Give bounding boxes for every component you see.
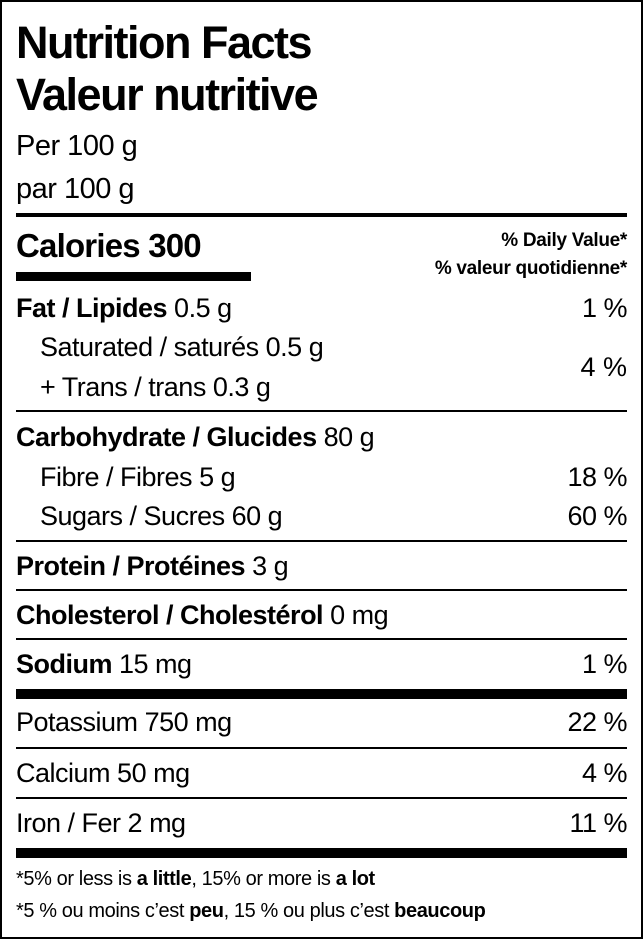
daily-value-en: % Daily Value*: [501, 230, 627, 251]
saturated-amount: 0.5 g: [265, 332, 324, 362]
potassium-amount: 750 mg: [144, 707, 233, 737]
sugars-label: Sugars / Sucres: [40, 501, 225, 531]
row-protein: Protein / Protéines 3 g: [16, 548, 627, 584]
fat-dv: 1 %: [581, 293, 628, 323]
iron-dv: 11 %: [569, 808, 627, 838]
potassium-label: Potassium: [16, 707, 138, 737]
saturated-label: Saturated / saturés: [40, 332, 259, 362]
row-fat: Fat / Lipides 0.5 g 1 %: [16, 290, 628, 326]
fibre-dv: 18 %: [567, 462, 627, 492]
row-iron: Iron / Fer 2 mg 11 %: [16, 805, 627, 841]
protein-amount: 3 g: [252, 551, 289, 581]
fat-label: Fat / Lipides: [16, 293, 168, 323]
divider: [16, 540, 627, 542]
row-cholesterol: Cholesterol / Cholestérol 0 mg: [16, 597, 627, 633]
divider: [16, 747, 627, 749]
title-en: Nutrition Facts: [16, 17, 313, 68]
sat-trans-dv: 4 %: [580, 352, 627, 382]
carbohydrate-amount: 80 g: [323, 422, 375, 452]
sodium-label: Sodium: [16, 649, 113, 679]
row-carbohydrate: Carbohydrate / Glucides 80 g: [16, 419, 627, 455]
sugars-dv: 60 %: [567, 501, 627, 531]
daily-value-fr: % valeur quotidienne*: [434, 258, 627, 279]
sodium-amount: 15 mg: [119, 649, 192, 679]
trans-label: + Trans / trans: [40, 372, 206, 402]
row-fibre: Fibre / Fibres 5 g 18 %: [40, 459, 627, 495]
fibre-label: Fibre / Fibres: [40, 462, 193, 492]
trans-amount: 0.3 g: [212, 372, 271, 402]
divider-thick: [16, 848, 627, 858]
calcium-amount: 50 mg: [117, 758, 190, 788]
calories-label: Calories: [16, 227, 141, 264]
divider: [16, 638, 627, 640]
row-sugars: Sugars / Sucres 60 g 60 %: [40, 498, 627, 534]
calories: Calories 300: [16, 226, 202, 266]
divider: [16, 589, 627, 591]
fibre-amount: 5 g: [199, 462, 236, 492]
divider: [16, 797, 627, 799]
footnote-en: *5% or less is a little, 15% or more is …: [16, 868, 375, 890]
sodium-dv: 1 %: [581, 649, 628, 679]
iron-label: Iron / Fer: [16, 808, 121, 838]
title-fr: Valeur nutritive: [16, 69, 319, 120]
divider: [16, 410, 627, 412]
fat-amount: 0.5 g: [174, 293, 232, 323]
serving-size-fr: par 100 g: [16, 173, 135, 205]
calcium-dv: 4 %: [581, 758, 628, 788]
row-calcium: Calcium 50 mg 4 %: [16, 755, 628, 791]
divider-thick: [16, 689, 627, 699]
row-trans: + Trans / trans 0.3 g: [40, 369, 627, 405]
carbohydrate-label: Carbohydrate / Glucides: [16, 422, 317, 452]
serving-size-en: Per 100 g: [16, 130, 138, 162]
potassium-dv: 22 %: [567, 707, 627, 737]
cholesterol-label: Cholesterol / Cholestérol: [16, 600, 324, 630]
divider-thick: [16, 213, 627, 217]
row-saturated: Saturated / saturés 0.5 g: [40, 329, 627, 365]
calcium-label: Calcium: [16, 758, 111, 788]
calories-value: 300: [148, 227, 201, 264]
row-sodium: Sodium 15 mg 1 %: [16, 646, 628, 682]
calories-underline: [16, 272, 251, 281]
sugars-amount: 60 g: [231, 501, 283, 531]
row-potassium: Potassium 750 mg 22 %: [16, 704, 627, 740]
footnote-fr: *5 % ou moins c’est peu, 15 % ou plus c’…: [16, 900, 486, 922]
iron-amount: 2 mg: [127, 808, 187, 838]
cholesterol-amount: 0 mg: [330, 600, 389, 630]
protein-label: Protein / Protéines: [16, 551, 246, 581]
